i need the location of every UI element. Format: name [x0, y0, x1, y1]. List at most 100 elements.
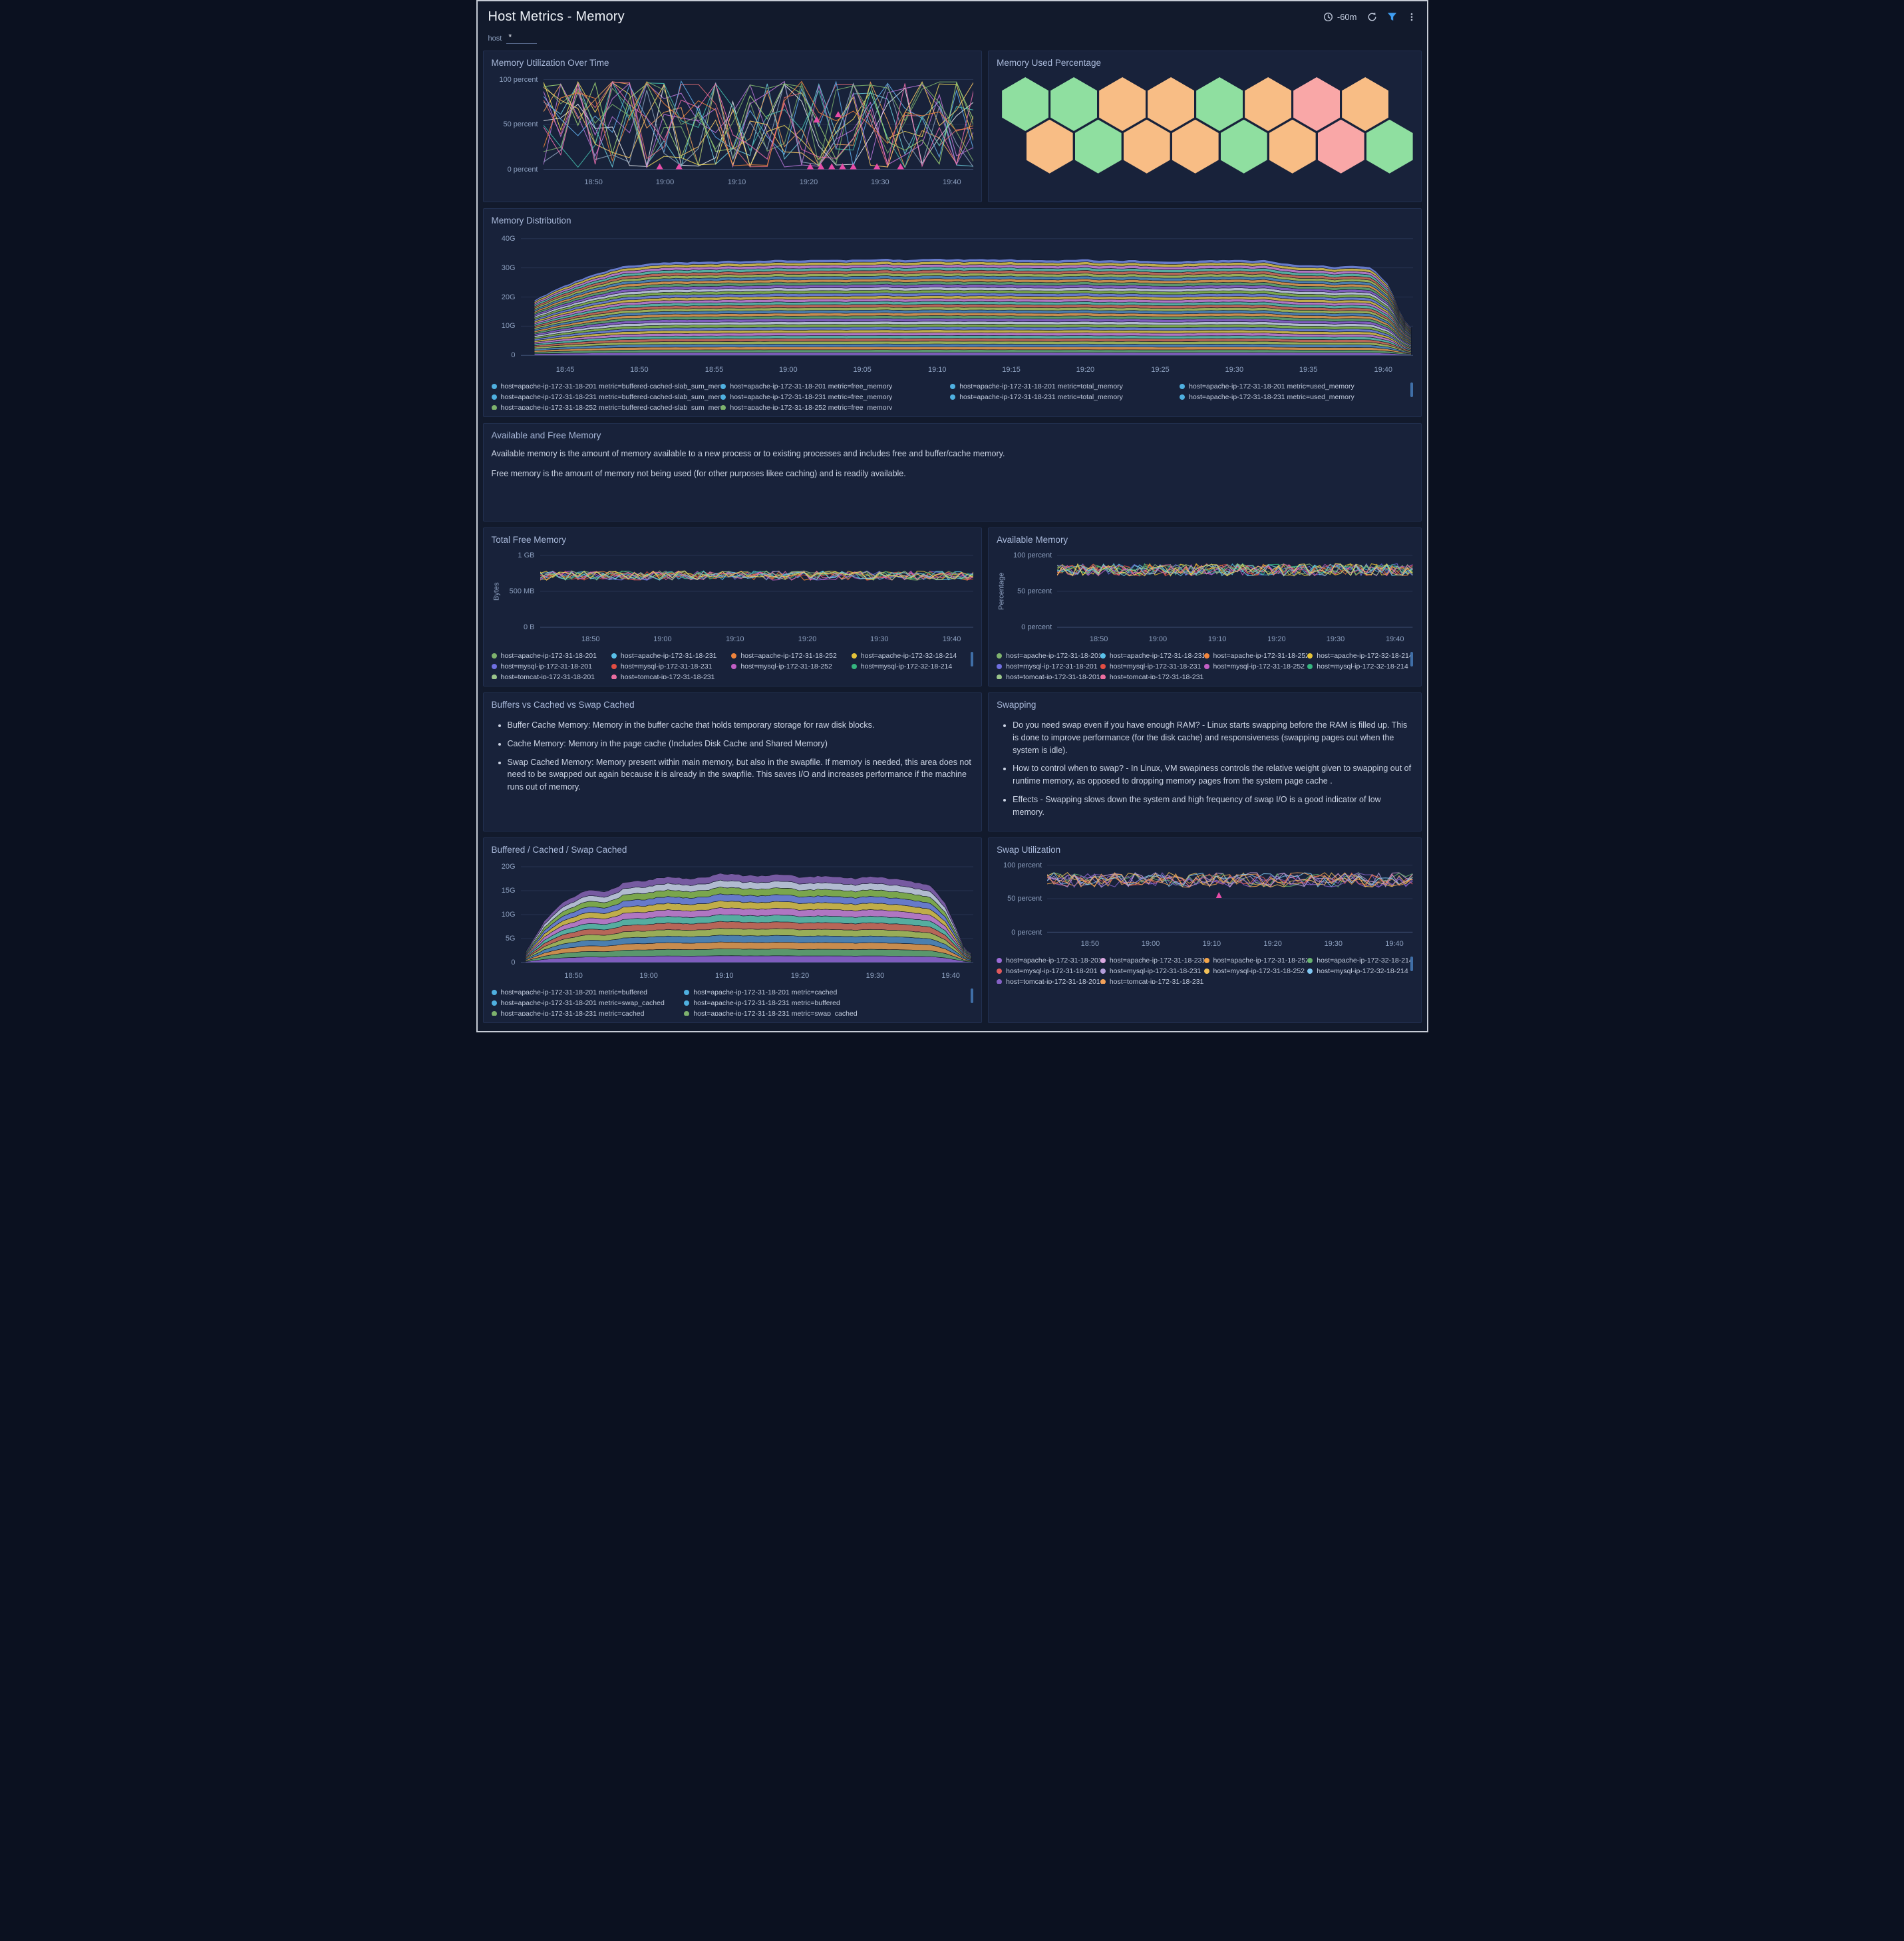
host-filter-input[interactable]: * — [506, 32, 538, 44]
hexagon-cell[interactable] — [1172, 119, 1219, 174]
memory_distribution-plot-area[interactable] — [521, 232, 1413, 362]
kebab-menu-button[interactable] — [1407, 12, 1416, 22]
legend-item[interactable]: host=apache-ip-172-31-18-231 metric=free… — [720, 393, 950, 401]
swap_utilization-plot-area[interactable] — [1047, 861, 1412, 936]
legend-item[interactable]: host=tomcat-ip-172-31-18-231 — [1100, 673, 1204, 679]
legend-scrollbar[interactable] — [971, 652, 974, 667]
legend-label: host=apache-ip-172-31-18-252 — [1213, 957, 1308, 965]
legend-label: host=apache-ip-172-31-18-201 metric=swap… — [500, 999, 665, 1008]
honeycomb — [997, 77, 1413, 177]
legend-item[interactable]: host=mysql-ip-172-31-18-252 — [1203, 967, 1308, 975]
legend-item[interactable]: host=apache-ip-172-31-18-231 — [611, 652, 731, 660]
filter-button[interactable] — [1387, 12, 1397, 22]
legend-label: host=mysql-ip-172-31-18-231 — [1109, 663, 1201, 671]
legend-item[interactable]: host=apache-ip-172-31-18-252 — [1203, 652, 1307, 660]
time-range-button[interactable]: -60m — [1323, 12, 1357, 22]
legend-item[interactable]: host=mysql-ip-172-31-18-252 — [1203, 663, 1308, 671]
legend-item[interactable]: host=apache-ip-172-31-18-252 metric=free… — [720, 404, 950, 410]
legend-item[interactable]: host=mysql-ip-172-31-18-231 — [611, 663, 731, 671]
legend-item[interactable]: host=apache-ip-172-32-18-214 — [1307, 652, 1411, 660]
legend-label: host=apache-ip-172-31-18-231 metric=tota… — [959, 393, 1123, 401]
available_memory-plot-area[interactable] — [1057, 551, 1412, 631]
swap_utilization-canvas[interactable] — [1047, 861, 1412, 936]
legend-label: host=mysql-ip-172-31-18-201 — [1006, 663, 1098, 671]
legend-item[interactable]: host=mysql-ip-172-31-18-201 — [997, 663, 1100, 671]
legend-scrollbar[interactable] — [1410, 652, 1413, 667]
legend-item[interactable]: host=apache-ip-172-31-18-201 metric=buff… — [491, 382, 720, 390]
legend-item[interactable]: host=apache-ip-172-31-18-252 metric=buff… — [491, 404, 720, 410]
legend-scrollbar[interactable] — [1410, 382, 1413, 397]
total_free_memory-plot-area[interactable] — [540, 551, 974, 631]
legend-item[interactable]: host=apache-ip-172-31-18-231 — [1100, 652, 1204, 660]
legend-item[interactable]: host=apache-ip-172-31-18-231 metric=tota… — [950, 393, 1180, 401]
legend-item[interactable]: host=apache-ip-172-31-18-201 metric=used… — [1180, 382, 1409, 390]
hexagon-cell[interactable] — [1148, 77, 1195, 131]
hexagon-cell[interactable] — [1245, 77, 1292, 131]
legend-item[interactable]: host=apache-ip-172-31-18-201 metric=buff… — [491, 988, 685, 996]
legend-item[interactable]: host=mysql-ip-172-31-18-231 — [1100, 663, 1204, 671]
hexagon-cell[interactable] — [1123, 119, 1170, 174]
legend-item[interactable]: host=apache-ip-172-31-18-201 metric=free… — [720, 382, 950, 390]
legend-dot-icon — [851, 664, 857, 669]
legend-dot-icon — [684, 990, 690, 996]
legend-item[interactable]: host=mysql-ip-172-31-18-252 — [731, 663, 851, 671]
hexagon-cell[interactable] — [1050, 77, 1098, 131]
legend-item[interactable]: host=apache-ip-172-31-18-231 metric=used… — [1180, 393, 1409, 401]
legend-item[interactable]: host=apache-ip-172-31-18-201 metric=swap… — [491, 999, 685, 1008]
legend-item[interactable]: host=apache-ip-172-31-18-252 — [731, 652, 851, 660]
legend-label: host=mysql-ip-172-31-18-252 — [1213, 663, 1305, 671]
legend-items: host=apache-ip-172-31-18-201 metric=buff… — [491, 988, 974, 1016]
hexagon-cell[interactable] — [1099, 77, 1146, 131]
legend-item[interactable]: host=apache-ip-172-31-18-231 metric=buff… — [491, 393, 720, 401]
legend-item[interactable]: host=apache-ip-172-32-18-214 — [851, 652, 971, 660]
legend-item[interactable]: host=tomcat-ip-172-31-18-201 — [997, 673, 1100, 679]
x-axis-ticks: 18:50 19:00 19:10 19:20 19:30 19:40 — [544, 178, 974, 189]
legend-item[interactable]: host=apache-ip-172-31-18-201 metric=tota… — [950, 382, 1180, 390]
memory_utilization-canvas[interactable] — [544, 75, 974, 174]
legend-item[interactable]: host=apache-ip-172-31-18-201 — [491, 652, 611, 660]
hexagon-cell[interactable] — [1220, 119, 1267, 174]
legend-item[interactable]: host=apache-ip-172-31-18-231 metric=cach… — [491, 1010, 685, 1016]
hexagon-cell[interactable] — [1317, 119, 1364, 174]
hexagon-cell[interactable] — [1196, 77, 1243, 131]
legend-item[interactable]: host=apache-ip-172-31-18-231 metric=swap… — [684, 1010, 877, 1016]
hexagon-cell[interactable] — [1002, 77, 1049, 131]
legend-item[interactable]: host=mysql-ip-172-31-18-201 — [491, 663, 611, 671]
memory_utilization-plot-area[interactable] — [544, 75, 974, 174]
legend-item[interactable]: host=mysql-ip-172-32-18-214 — [851, 663, 971, 671]
available_memory-canvas[interactable] — [1057, 551, 1412, 631]
legend-item[interactable]: host=apache-ip-172-31-18-252 — [1203, 957, 1308, 965]
legend-item[interactable]: host=mysql-ip-172-31-18-201 — [997, 967, 1100, 975]
y-axis-label: Bytes — [492, 582, 500, 601]
y-tick-label: 40G — [501, 234, 516, 243]
refresh-button[interactable] — [1367, 12, 1377, 22]
hexagon-cell[interactable] — [1366, 119, 1413, 174]
legend-item[interactable]: host=tomcat-ip-172-31-18-201 — [491, 673, 611, 679]
legend-dot-icon — [1180, 394, 1186, 400]
legend-item[interactable]: host=apache-ip-172-31-18-201 metric=cach… — [684, 988, 877, 996]
legend-scrollbar[interactable] — [1410, 957, 1413, 972]
legend-item[interactable]: host=tomcat-ip-172-31-18-231 — [1100, 978, 1204, 984]
legend-item[interactable]: host=apache-ip-172-31-18-231 — [1100, 957, 1204, 965]
legend-item[interactable]: host=mysql-ip-172-31-18-231 — [1100, 967, 1204, 975]
buffered_cached-canvas[interactable] — [521, 861, 974, 968]
legend-item[interactable]: host=apache-ip-172-31-18-201 — [997, 652, 1100, 660]
buffered_cached-plot-area[interactable] — [521, 861, 974, 968]
hexagon-cell[interactable] — [1026, 119, 1073, 174]
legend-item[interactable]: host=tomcat-ip-172-31-18-231 — [611, 673, 731, 679]
legend-scrollbar[interactable] — [971, 988, 974, 1004]
legend-item[interactable]: host=mysql-ip-172-32-18-214 — [1307, 967, 1411, 975]
legend-item[interactable]: host=tomcat-ip-172-31-18-201 — [997, 978, 1100, 984]
hexagon-cell[interactable] — [1342, 77, 1389, 131]
legend-item[interactable]: host=mysql-ip-172-32-18-214 — [1307, 663, 1411, 671]
hexagon-cell[interactable] — [1074, 119, 1122, 174]
legend-item[interactable]: host=apache-ip-172-31-18-201 — [997, 957, 1100, 965]
header-actions: -60m — [1323, 12, 1416, 22]
total_free_memory-canvas[interactable] — [540, 551, 974, 631]
memory_distribution-canvas[interactable] — [521, 232, 1413, 362]
legend-item[interactable]: host=apache-ip-172-31-18-231 metric=buff… — [684, 999, 877, 1007]
hexagon-cell[interactable] — [1293, 77, 1341, 131]
legend-dot-icon — [1180, 384, 1186, 389]
legend-item[interactable]: host=apache-ip-172-32-18-214 — [1307, 957, 1411, 965]
hexagon-cell[interactable] — [1269, 119, 1316, 174]
